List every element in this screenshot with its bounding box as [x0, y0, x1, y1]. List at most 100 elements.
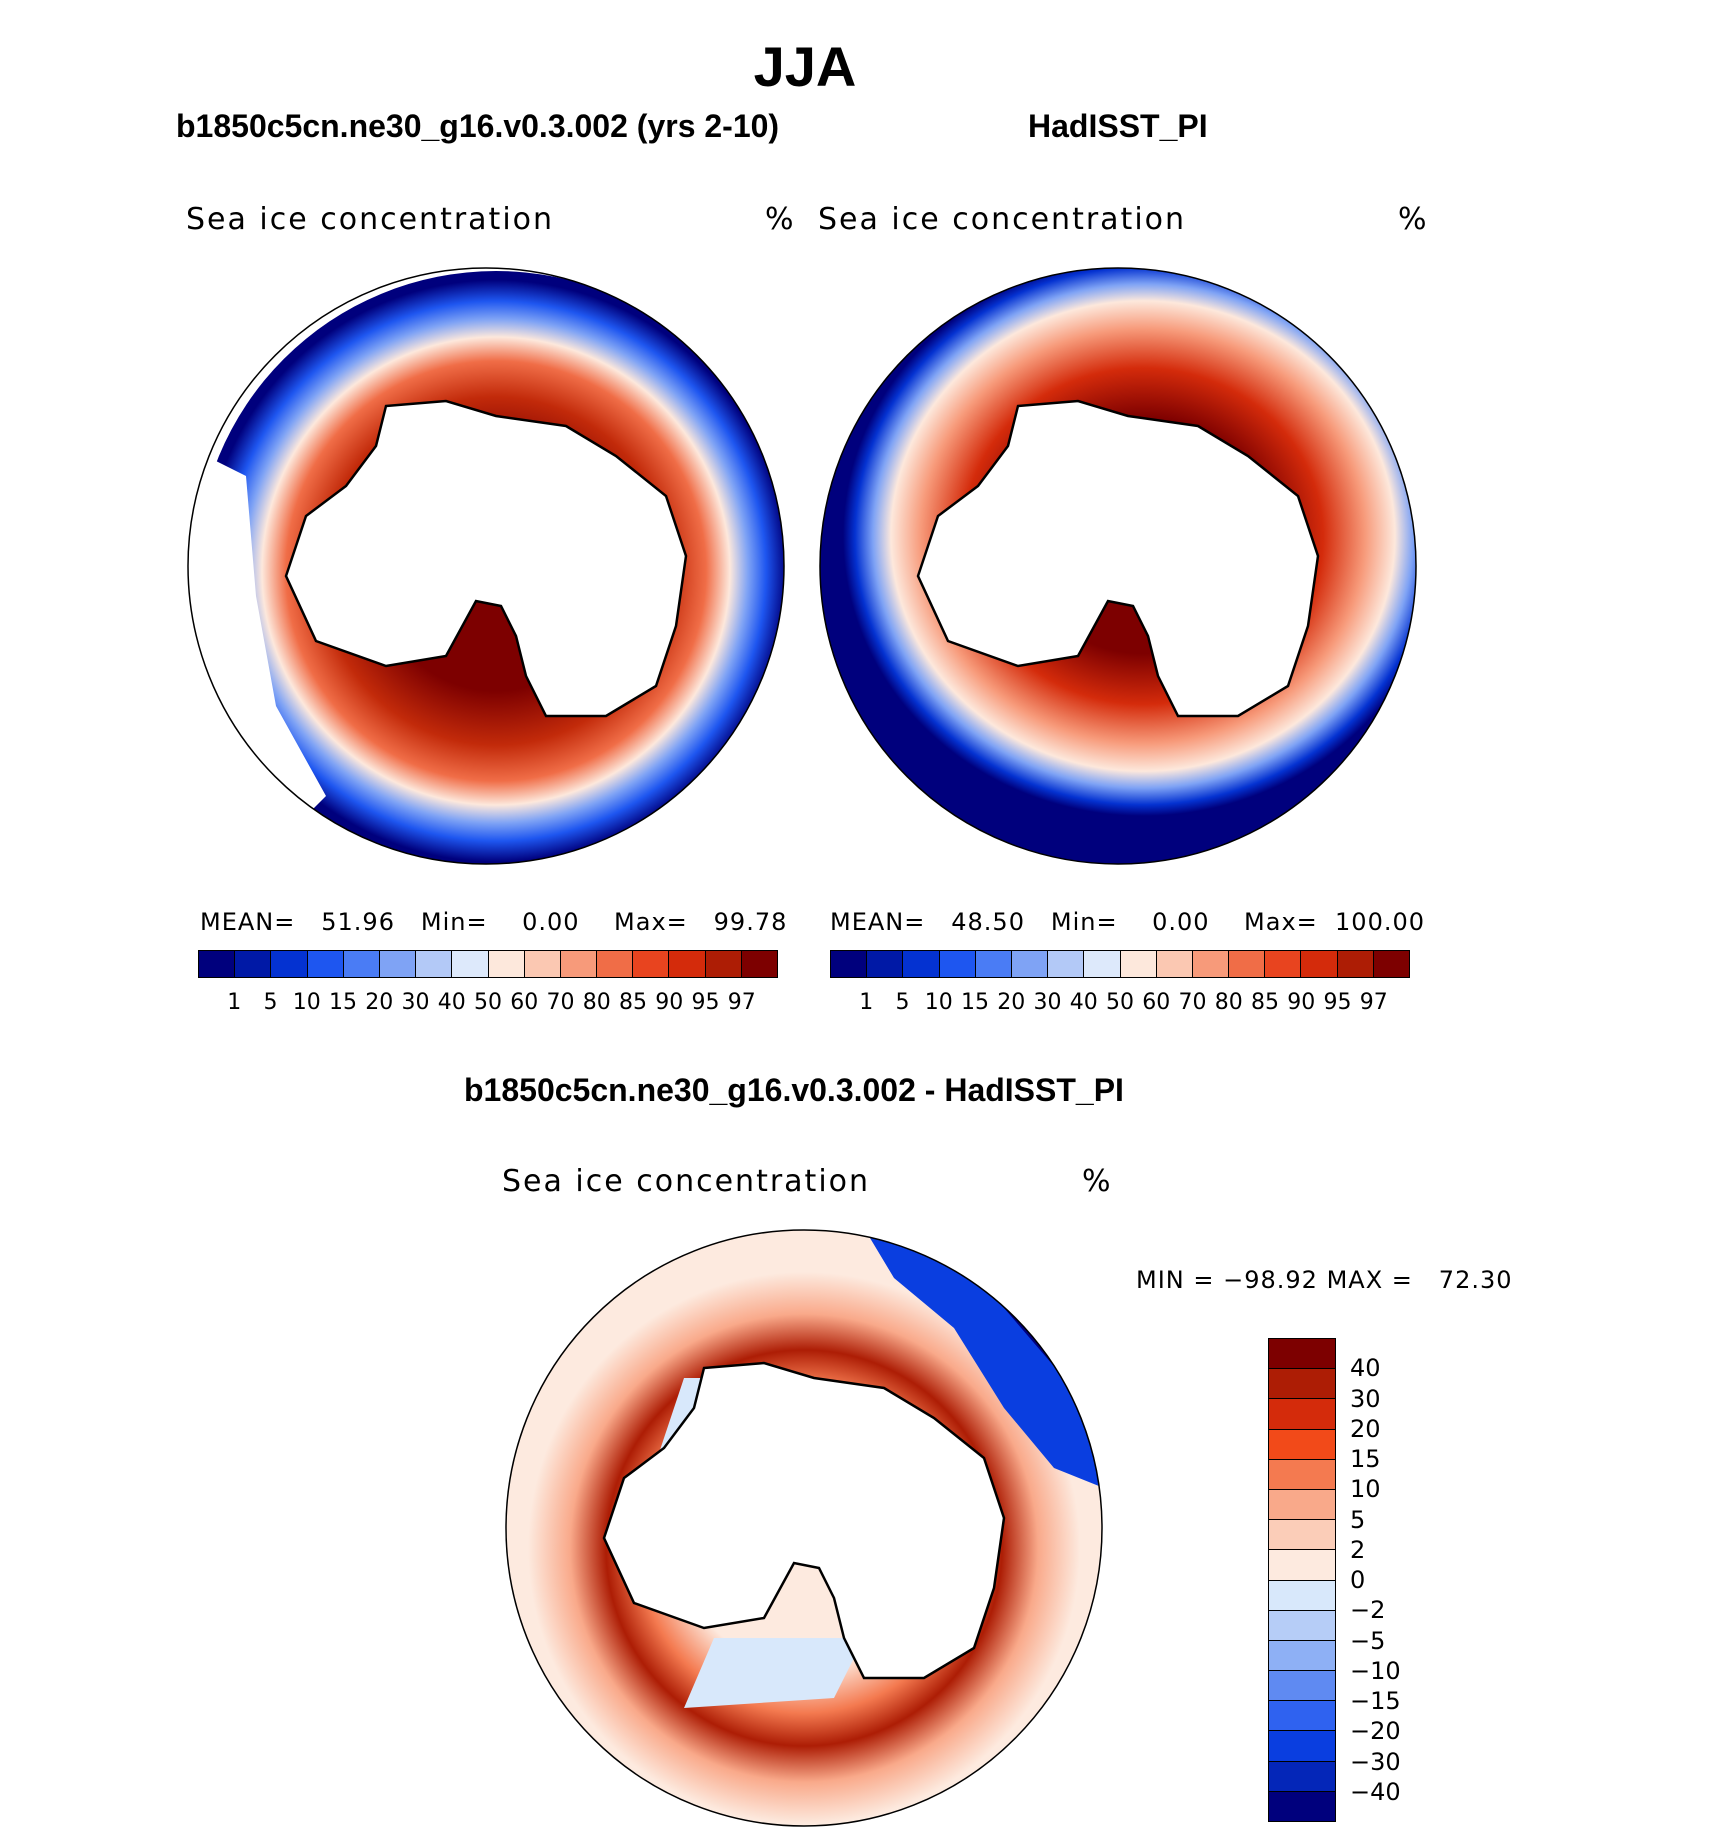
- panel3-max: 72.30: [1438, 1266, 1513, 1294]
- panel3-colorbar: [1268, 1338, 1336, 1822]
- panel3-colorbar-tick-label: −2: [1350, 1596, 1386, 1625]
- panel1-colorbar-tick-label: 50: [474, 990, 502, 1015]
- panel1-colorbar-swatch: [199, 951, 236, 977]
- panel3-colorbar-tick-label: 10: [1350, 1475, 1381, 1504]
- panel2-colorbar-tick-label: 30: [1033, 990, 1062, 1015]
- panel2-mean-label: MEAN=: [830, 908, 926, 936]
- panel1-colorbar-swatch: [379, 951, 417, 977]
- panel3-colorbar-swatch: [1269, 1761, 1335, 1792]
- panel3-colorbar-tick-label: 0: [1350, 1566, 1366, 1594]
- panel1-colorbar-swatch: [271, 951, 308, 977]
- panel3-colorbar-tick-label: −5: [1350, 1626, 1386, 1655]
- panel3-min-label: MIN =: [1136, 1266, 1215, 1294]
- panel2-colorbar-swatch: [831, 951, 868, 977]
- panel1-colorbar-ticks: 1 5 10 15 20 30 40 50 60 70 80 85 90 95 97: [198, 990, 778, 1020]
- panel3-colorbar-ticks: 40 30 20 15 10 5 2 0 −2 −5 −10 −15 −20 −30 −40: [1350, 1338, 1440, 1822]
- panel3-colorbar-tick-label: −30: [1350, 1747, 1401, 1776]
- panel3-colorbar-tick-label: 5: [1350, 1505, 1366, 1534]
- panel3-colorbar-swatch: [1269, 1399, 1335, 1430]
- panel1-colorbar-tick-label: 30: [401, 990, 430, 1015]
- panel2-map: [819, 267, 1417, 865]
- panel1-colorbar-tick-label: 60: [510, 990, 539, 1015]
- panel3-colorbar-swatch: [1269, 1429, 1335, 1460]
- panel1-colorbar-tick-label: 10: [292, 990, 321, 1015]
- panel2-stats: MEAN= 48.50 Min= 0.00 Max= 100.00: [830, 908, 1425, 936]
- panel3-antarctica: [602, 1361, 1006, 1680]
- panel3-colorbar-tick-label: 40: [1350, 1354, 1381, 1383]
- panel1-colorbar-tick-label: 80: [582, 990, 611, 1015]
- panel1-colorbar-swatch: [452, 951, 489, 977]
- panel1-colorbar-swatch: [741, 951, 777, 977]
- panel2-max-label: Max=: [1244, 908, 1318, 936]
- panel2-colorbar-tick-label: 97: [1359, 990, 1388, 1015]
- panel2-mean: 48.50: [951, 908, 1025, 936]
- panel3-colorbar-tick-label: −20: [1350, 1717, 1401, 1746]
- panel3-colorbar-tick-label: 2: [1350, 1535, 1366, 1564]
- panel2-colorbar-tick-label: 50: [1106, 990, 1134, 1015]
- panel2-min-label: Min=: [1050, 908, 1118, 936]
- panel3-colorbar-tick-label: 20: [1350, 1414, 1381, 1443]
- panel1-colorbar-swatch: [343, 951, 380, 977]
- panel2-max: 100.00: [1335, 908, 1426, 936]
- panel2-colorbar-tick-label: 5: [895, 990, 910, 1015]
- panel3-min: −98.92: [1223, 1266, 1318, 1294]
- panel2-colorbar-tick-label: 60: [1142, 990, 1171, 1015]
- panel1-colorbar-tick-label: 40: [437, 990, 466, 1015]
- panel1-colorbar-tick-label: 85: [619, 990, 647, 1015]
- panel1-colorbar-tick-label: 1: [227, 990, 242, 1015]
- panel1-colorbar-swatch: [488, 951, 525, 977]
- panel2-colorbar-tick-label: 85: [1251, 990, 1279, 1015]
- panel2-colorbar-tick-label: 1: [859, 990, 874, 1015]
- panel2-min: 0.00: [1152, 908, 1210, 936]
- panel3-colorbar-swatch: [1269, 1520, 1335, 1551]
- panel2-colorbar-swatch: [903, 951, 940, 977]
- panel1-colorbar-tick-label: 15: [329, 990, 357, 1015]
- panel1-min-label: Min=: [420, 908, 488, 936]
- panel3-colorbar-swatch: [1269, 1339, 1335, 1370]
- panel1-colorbar-swatch: [416, 951, 453, 977]
- panel1-colorbar-tick-label: 20: [365, 990, 394, 1015]
- panel3-colorbar-tick-label: −15: [1350, 1687, 1401, 1715]
- panel1-colorbar-swatch: [307, 951, 344, 977]
- panel2-colorbar-swatch: [867, 951, 904, 977]
- panel2-colorbar-swatch: [1156, 951, 1193, 977]
- panel1-colorbar-swatch: [524, 951, 561, 977]
- panel2-colorbar-swatch: [1084, 951, 1121, 977]
- panel1-colorbar-tick-label: 90: [655, 990, 684, 1015]
- panel2-colorbar-tick-label: 80: [1214, 990, 1243, 1015]
- panel1-colorbar-swatch: [669, 951, 706, 977]
- panel1-colorbar-tick-label: 5: [263, 990, 278, 1015]
- figure-title: JJA: [753, 35, 857, 98]
- panel2-colorbar-tick-label: 40: [1069, 990, 1098, 1015]
- panel2-colorbar-swatch: [1373, 951, 1409, 977]
- panel1-colorbar-tick-label: 97: [727, 990, 756, 1015]
- panel3-colorbar-swatch: [1269, 1731, 1335, 1762]
- panel2-colorbar-swatch: [1265, 951, 1302, 977]
- panel1-mean-label: MEAN=: [200, 908, 296, 936]
- panel3-colorbar-tick-label: 30: [1350, 1384, 1381, 1413]
- panel2-colorbar-tick-label: 95: [1323, 990, 1352, 1015]
- panel2-colorbar-tick-label: 20: [997, 990, 1026, 1015]
- panel1-colorbar-tick-label: 95: [691, 990, 720, 1015]
- panel1-antarctica: [284, 399, 688, 718]
- panel3-colorbar-swatch: [1269, 1369, 1335, 1400]
- panel2-antarctica: [916, 399, 1320, 718]
- panel2-colorbar-tick-label: 90: [1287, 990, 1316, 1015]
- panel2-colorbar-swatch: [1120, 951, 1157, 977]
- panel3-colorbar-swatch: [1269, 1459, 1335, 1490]
- panel2-colorbar-swatch: [1301, 951, 1338, 977]
- panel3-colorbar-swatch: [1269, 1489, 1335, 1521]
- panel1-max-label: Max=: [614, 908, 688, 936]
- panel1-stats: MEAN= 51.96 Min= 0.00 Max= 99.78: [200, 908, 787, 936]
- panel3-colorbar-tick-label: −40: [1350, 1777, 1401, 1806]
- panel1-mean: 51.96: [321, 908, 395, 936]
- panel2-colorbar-tick-label: 10: [924, 990, 953, 1015]
- panel2-units: %: [1398, 202, 1429, 237]
- panel3-colorbar-tick-label: 15: [1350, 1445, 1381, 1473]
- panel2-colorbar-swatch: [939, 951, 976, 977]
- panel1-colorbar-swatch: [633, 951, 670, 977]
- panel1-colorbar-swatch: [705, 951, 742, 977]
- panel3-colorbar-swatch: [1269, 1791, 1335, 1821]
- panel2-colorbar-swatch: [1229, 951, 1266, 977]
- panel3-colorbar-tick-label: −10: [1350, 1656, 1401, 1685]
